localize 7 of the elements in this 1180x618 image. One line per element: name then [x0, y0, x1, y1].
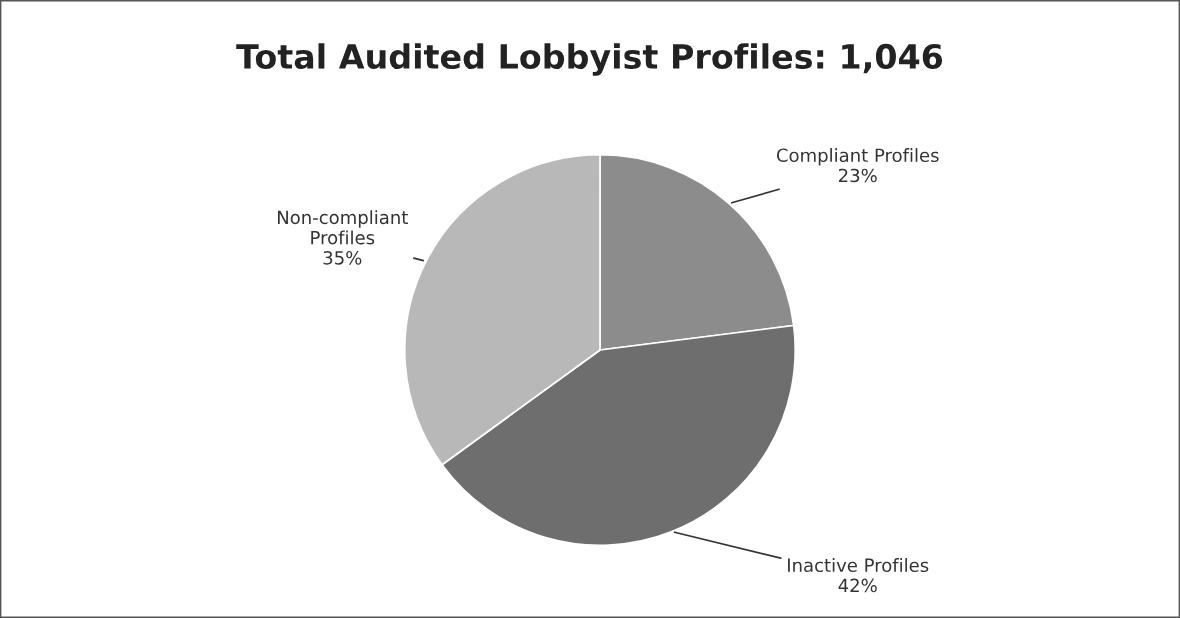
- chart-title: Total Audited Lobbyist Profiles: 1,046: [236, 43, 943, 76]
- data-label: 42%: [838, 578, 877, 593]
- data-label: 23%: [838, 168, 877, 183]
- data-label: 35%: [323, 251, 362, 265]
- slice-label: Inactive Profiles: [788, 558, 929, 573]
- slice-label: Compliant Profiles: [776, 148, 939, 166]
- slice-label: Non-compliant Profiles: [277, 210, 408, 245]
